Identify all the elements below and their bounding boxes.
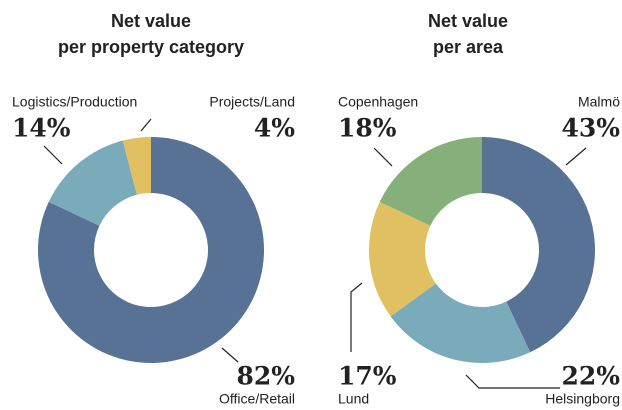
chart-title: per property category bbox=[58, 37, 244, 57]
donut-slice bbox=[390, 283, 531, 363]
leader-line bbox=[465, 374, 560, 389]
category-label: Projects/Land bbox=[209, 94, 295, 110]
chart-title: Net value bbox=[111, 11, 191, 31]
value-label: 17% bbox=[338, 362, 397, 391]
category-label: Helsingborg bbox=[545, 391, 620, 407]
chart-title: Net value bbox=[428, 11, 508, 31]
donut-slice bbox=[38, 137, 264, 363]
category-label: Malmö bbox=[578, 94, 620, 110]
category-label: Office/Retail bbox=[219, 391, 295, 407]
category-label: Logistics/Production bbox=[12, 94, 137, 110]
value-label: 22% bbox=[561, 362, 620, 391]
value-label: 43% bbox=[561, 114, 620, 143]
leader-line bbox=[140, 118, 152, 132]
category-label: Copenhagen bbox=[338, 94, 418, 110]
leader-line bbox=[43, 145, 63, 165]
donut-slice bbox=[48, 140, 137, 226]
leader-line bbox=[565, 147, 587, 166]
value-label: 18% bbox=[338, 114, 397, 143]
chart-title: per area bbox=[433, 37, 504, 57]
value-label: 4% bbox=[254, 114, 295, 143]
donut-slice bbox=[122, 137, 151, 195]
leader-line bbox=[221, 347, 239, 363]
leader-line bbox=[350, 282, 363, 352]
donut-slice bbox=[482, 137, 595, 353]
donut-slice bbox=[369, 201, 436, 317]
value-label: 82% bbox=[236, 362, 295, 391]
value-label: 14% bbox=[12, 114, 71, 143]
category-label: Lund bbox=[338, 391, 369, 407]
leader-line bbox=[373, 147, 393, 167]
donut-slice bbox=[379, 137, 482, 226]
